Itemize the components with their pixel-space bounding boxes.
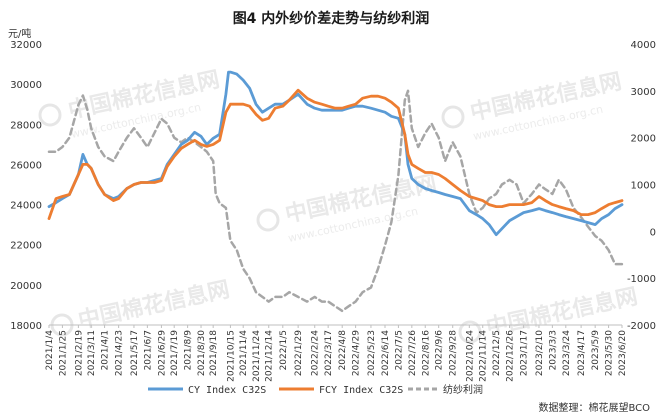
x-tick-label: 2023/1/17 xyxy=(520,330,530,376)
x-tick-label: 2022/3/17 xyxy=(324,330,334,376)
x-tick-label: 2022/4/29 xyxy=(352,330,362,376)
x-tick-label: 2022/7/26 xyxy=(408,330,418,376)
x-tick-label: 2021/4/23 xyxy=(115,330,125,376)
x-tick-label: 2022/6/14 xyxy=(381,330,391,376)
watermark-logo-bottom-right xyxy=(458,320,482,344)
y-right-tick-label: 1000 xyxy=(631,181,656,192)
y-left-tick-label: 18000 xyxy=(10,321,42,332)
x-tick-label: 2023/5/9 xyxy=(591,330,601,371)
x-tick-label: 2023/4/17 xyxy=(577,330,587,376)
x-tick-label: 2023/3/24 xyxy=(562,330,572,376)
x-tick-label: 2022/7/5 xyxy=(394,330,404,370)
y-left-tick-label: 32000 xyxy=(10,40,42,51)
series-layer xyxy=(47,70,624,313)
y-right-tick-label: 4000 xyxy=(631,40,656,51)
x-tick-label: 2021/11/4 xyxy=(239,330,249,376)
x-tick-label: 2022/8/16 xyxy=(421,330,431,376)
y-left-tick-label: 24000 xyxy=(10,201,42,212)
x-tick-label: 2023/2/10 xyxy=(535,330,545,376)
y-left-tick-label: 30000 xyxy=(10,80,42,91)
x-tick-label: 2022/9/6 xyxy=(435,330,445,371)
legend-label-cy: CY Index C32S xyxy=(188,385,266,396)
watermark-logo-right xyxy=(441,105,465,129)
x-tick-label: 2023/3/3 xyxy=(548,330,558,370)
x-tick-label: 2021/10/15 xyxy=(226,330,236,382)
x-tick-label: 2021/11/24 xyxy=(252,330,262,382)
series-line-spinning-profit xyxy=(47,89,624,313)
x-axis: 2021/1/4 2021/1/25 2021/2/19 2021/3/11 2021/… xyxy=(45,325,628,382)
x-tick-label: 2022/1/29 xyxy=(294,330,304,376)
y-left-tick-label: 28000 xyxy=(10,120,42,131)
y-right-tick-label: 3000 xyxy=(631,87,656,98)
x-tick-label: 2022/10/24 xyxy=(465,330,475,382)
x-tick-label: 2021/9/18 xyxy=(209,330,219,376)
y-right-tick-label: 2000 xyxy=(631,134,656,145)
legend: CY Index C32S FCY Index C32S 纺纱利润 xyxy=(148,383,483,396)
y-axis-left: 18000 20000 22000 24000 26000 28000 30000 32000 xyxy=(10,40,42,332)
y-axis-right: -2000 -1000 0 1000 2000 3000 4000 xyxy=(627,40,656,332)
x-tick-label: 2021/6/7 xyxy=(143,330,153,370)
x-tick-label: 2021/7/19 xyxy=(170,330,180,376)
x-tick-label: 2021/2/19 xyxy=(74,330,84,376)
x-tick-label: 2022/4/8 xyxy=(338,330,348,371)
x-tick-label: 2022/1/5 xyxy=(279,330,289,370)
x-tick-label: 2021/3/11 xyxy=(87,330,97,376)
x-tick-label: 2021/1/4 xyxy=(45,330,55,371)
x-tick-label: 2021/8/9 xyxy=(184,330,194,371)
x-tick-label: 2021/6/29 xyxy=(157,330,167,376)
y-right-tick-label: -1000 xyxy=(627,274,656,285)
x-tick-label: 2021/4/1 xyxy=(101,330,111,370)
x-tick-label: 2023/6/20 xyxy=(618,330,628,376)
series-line-fcy-index xyxy=(47,88,624,220)
chart-title: 图4 内外纱价差走势与纺纱利润 xyxy=(233,10,430,27)
x-tick-label: 2022/12/5 xyxy=(492,330,502,376)
x-tick-label: 2023/5/30 xyxy=(605,330,615,376)
x-tick-label: 2022/11/14 xyxy=(479,330,489,382)
x-tick-label: 2022/2/24 xyxy=(311,330,321,376)
y-left-tick-label: 20000 xyxy=(10,281,42,292)
legend-label-fcy: FCY Index C32S xyxy=(319,385,403,396)
y-right-tick-label: 0 xyxy=(650,227,656,238)
watermark-logo-left xyxy=(38,103,62,127)
watermark-logo-center xyxy=(256,208,280,232)
y-left-tick-label: 26000 xyxy=(10,160,42,171)
source-note: 数据整理：棉花展望BCO xyxy=(538,401,650,414)
x-tick-label: 2021/12/14 xyxy=(265,330,275,382)
x-tick-label: 2021/5/17 xyxy=(130,330,140,376)
y-right-tick-label: -2000 xyxy=(627,321,656,332)
legend-label-profit: 纺纱利润 xyxy=(443,383,483,396)
x-tick-label: 2021/8/30 xyxy=(197,330,207,376)
x-tick-label: 2022/5/23 xyxy=(367,330,377,376)
x-tick-label: 2021/1/25 xyxy=(58,330,68,376)
y-axis-left-unit: 元/吨 xyxy=(8,27,31,40)
x-tick-label: 2022/12/26 xyxy=(506,330,516,382)
x-tick-label: 2022/9/28 xyxy=(449,330,459,376)
y-left-tick-label: 22000 xyxy=(10,241,42,252)
